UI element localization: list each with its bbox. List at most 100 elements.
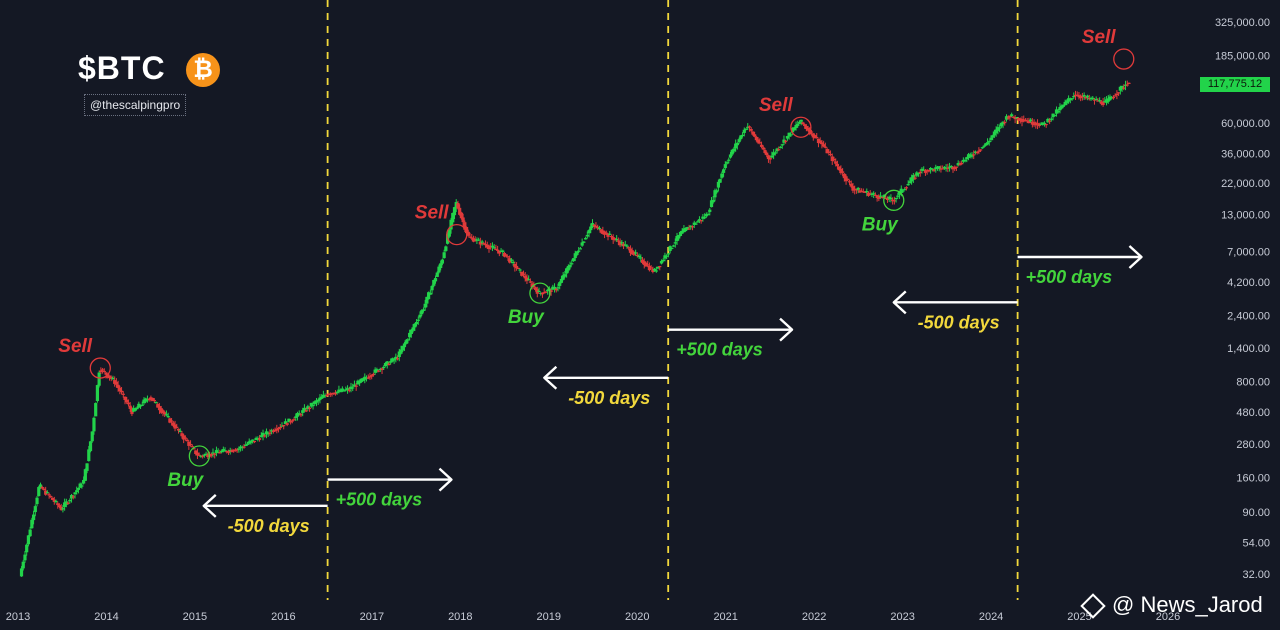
candle xyxy=(575,251,579,255)
candle xyxy=(573,253,577,259)
candle xyxy=(778,146,783,148)
candle xyxy=(904,187,909,189)
sell-marker xyxy=(790,116,812,138)
candle xyxy=(297,413,301,416)
candle xyxy=(968,154,972,157)
candle xyxy=(785,136,790,139)
candle xyxy=(1080,96,1084,98)
candle xyxy=(684,228,688,232)
binance-diamond-icon xyxy=(1080,593,1106,619)
candle xyxy=(1099,101,1103,104)
candle xyxy=(475,239,479,241)
candle xyxy=(190,446,194,448)
candle xyxy=(256,438,260,440)
candle xyxy=(996,127,1000,131)
candle xyxy=(571,258,576,262)
candle xyxy=(530,283,534,288)
candle xyxy=(652,268,657,271)
candle xyxy=(770,155,774,158)
candle xyxy=(1084,97,1088,99)
author-handle: @thescalpingpro xyxy=(84,94,187,116)
candle xyxy=(383,362,388,367)
arrow-head xyxy=(438,467,453,492)
candle xyxy=(742,129,746,133)
sell-label: Sell xyxy=(1082,27,1117,48)
candle xyxy=(801,122,805,125)
candle xyxy=(1101,101,1105,105)
candle xyxy=(340,388,344,392)
candle xyxy=(558,282,562,286)
candle xyxy=(953,166,957,170)
candle xyxy=(138,405,143,407)
candle xyxy=(80,485,84,487)
candle xyxy=(326,393,331,396)
candle xyxy=(373,369,377,373)
candle xyxy=(1068,98,1072,100)
y-tick-label: 60,000.00 xyxy=(1221,118,1270,130)
candle xyxy=(997,127,1002,129)
candle xyxy=(578,248,583,250)
candle xyxy=(777,149,781,151)
candle xyxy=(606,233,610,237)
candle xyxy=(382,366,386,369)
candle xyxy=(278,426,282,429)
candle xyxy=(473,239,477,242)
candle xyxy=(154,401,158,404)
candle xyxy=(259,435,263,438)
candle xyxy=(934,167,938,170)
candle xyxy=(699,220,703,222)
candle xyxy=(152,399,156,402)
candle xyxy=(709,200,714,208)
candle xyxy=(135,407,139,410)
candle xyxy=(903,189,907,191)
candle xyxy=(378,368,382,371)
candle xyxy=(847,181,852,183)
candle xyxy=(599,229,603,233)
candle xyxy=(813,135,817,139)
candle xyxy=(421,309,426,311)
candle xyxy=(164,414,169,416)
candle xyxy=(923,170,928,173)
candle xyxy=(289,421,293,423)
candle xyxy=(121,393,125,395)
y-tick-label: 4,200.00 xyxy=(1227,277,1270,289)
candle xyxy=(894,197,898,200)
candle xyxy=(225,451,229,453)
candle xyxy=(240,446,244,448)
candle xyxy=(76,487,81,490)
candle xyxy=(304,410,308,412)
candle xyxy=(765,152,769,156)
plus-500-days-label: +500 days xyxy=(336,490,423,510)
candle xyxy=(311,404,315,407)
candle xyxy=(856,187,860,190)
candle xyxy=(204,453,208,455)
candle xyxy=(194,450,198,454)
candle xyxy=(1065,100,1069,104)
candle xyxy=(282,425,286,427)
watermark-text: @ News_Jarod xyxy=(1112,592,1263,617)
candle xyxy=(156,404,160,408)
candle xyxy=(911,175,915,180)
candle xyxy=(99,370,103,373)
candle xyxy=(687,228,691,230)
candle xyxy=(1092,99,1097,101)
candle xyxy=(247,441,251,444)
candle xyxy=(471,238,476,242)
candle xyxy=(37,487,41,497)
candle xyxy=(666,253,670,255)
candle xyxy=(673,242,677,244)
candle xyxy=(830,156,834,162)
candle xyxy=(1075,94,1079,96)
candle xyxy=(823,146,827,148)
candle xyxy=(518,269,522,271)
candle xyxy=(173,424,177,429)
candle xyxy=(1016,117,1021,121)
candle xyxy=(464,227,469,234)
candle xyxy=(195,452,200,456)
candle xyxy=(119,390,124,393)
candle xyxy=(444,246,448,251)
candle xyxy=(480,241,484,243)
candle xyxy=(966,154,971,159)
candle xyxy=(954,166,959,168)
candle xyxy=(411,327,415,331)
